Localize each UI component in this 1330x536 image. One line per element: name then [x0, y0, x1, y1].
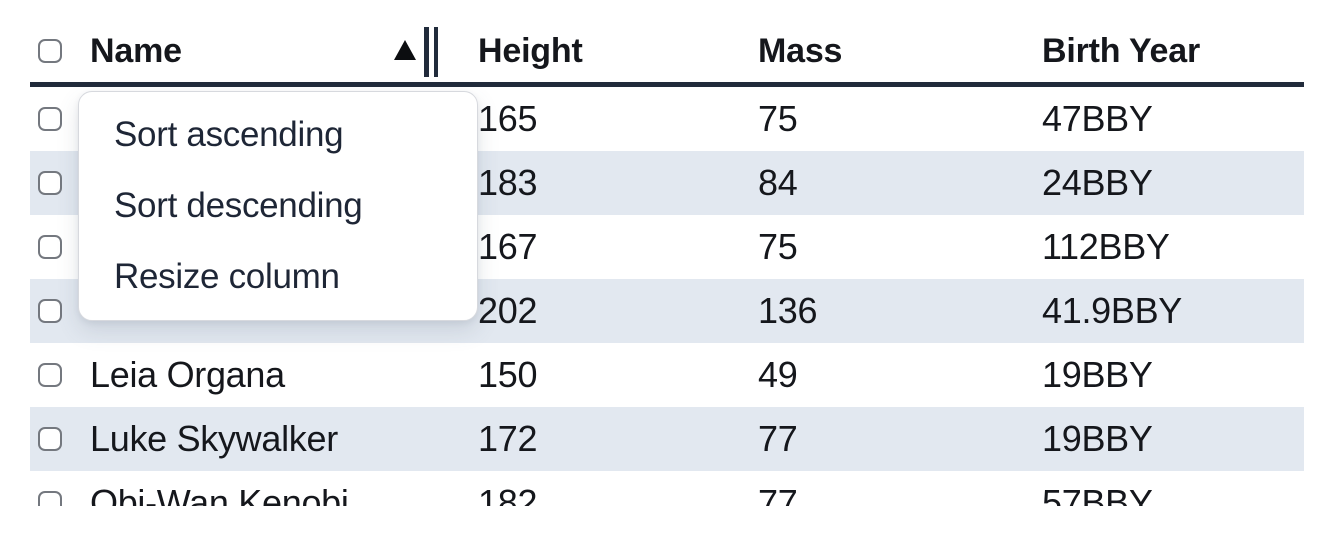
- cell-height-text: 167: [478, 226, 538, 267]
- cell-birth-year: 57BBY: [1024, 471, 1304, 506]
- cell-name-text: Leia Organa: [90, 354, 285, 395]
- cell-birth-year-text: 47BBY: [1042, 98, 1153, 139]
- row-select-cell: [30, 407, 78, 471]
- cell-mass: 49: [740, 343, 1024, 407]
- column-header-mass-label: Mass: [758, 31, 843, 70]
- row-select-cell: [30, 151, 78, 215]
- cell-height-text: 182: [478, 482, 538, 506]
- row-checkbox[interactable]: [38, 427, 62, 451]
- cell-height: 165: [460, 87, 740, 151]
- column-header-name-label: Name: [90, 31, 182, 70]
- column-context-menu: Sort ascending Sort descending Resize co…: [78, 91, 478, 321]
- cell-height-text: 172: [478, 418, 538, 459]
- row-select-cell: [30, 471, 78, 506]
- row-checkbox[interactable]: [38, 491, 62, 506]
- cell-birth-year: 41.9BBY: [1024, 279, 1304, 343]
- row-select-cell: [30, 87, 78, 151]
- row-checkbox[interactable]: [38, 299, 62, 323]
- column-header-height[interactable]: Height: [460, 20, 740, 82]
- resize-handle-bar: [433, 27, 438, 77]
- cell-mass: 136: [740, 279, 1024, 343]
- cell-birth-year: 19BBY: [1024, 343, 1304, 407]
- cell-name-text: Luke Skywalker: [90, 418, 338, 459]
- cell-birth-year-text: 41.9BBY: [1042, 290, 1183, 331]
- cell-birth-year-text: 24BBY: [1042, 162, 1153, 203]
- table-row: 165 75 47BBY: [30, 87, 1304, 151]
- cell-height-text: 150: [478, 354, 538, 395]
- table-header-row: Name Height Mass Birth Year: [30, 0, 1304, 87]
- cell-height: 202: [460, 279, 740, 343]
- cell-mass: 75: [740, 87, 1024, 151]
- column-header-birth-year[interactable]: Birth Year: [1024, 20, 1304, 82]
- row-checkbox[interactable]: [38, 171, 62, 195]
- cell-mass-text: 77: [758, 482, 798, 506]
- column-resize-handle[interactable]: [424, 27, 438, 77]
- cell-birth-year: 112BBY: [1024, 215, 1304, 279]
- cell-height-text: 183: [478, 162, 538, 203]
- row-select-cell: [30, 343, 78, 407]
- cell-mass-text: 49: [758, 354, 798, 395]
- column-header-birth-year-label: Birth Year: [1042, 31, 1201, 70]
- row-select-cell: [30, 279, 78, 343]
- cell-mass: 77: [740, 407, 1024, 471]
- cell-mass-text: 75: [758, 226, 798, 267]
- row-checkbox[interactable]: [38, 107, 62, 131]
- cell-mass: 75: [740, 215, 1024, 279]
- cell-height: 182: [460, 471, 740, 506]
- column-header-height-label: Height: [478, 31, 583, 70]
- cell-height: 150: [460, 343, 740, 407]
- cell-mass: 84: [740, 151, 1024, 215]
- cell-height-text: 202: [478, 290, 538, 331]
- cell-birth-year-text: 19BBY: [1042, 418, 1153, 459]
- cell-birth-year-text: 112BBY: [1042, 226, 1170, 267]
- cell-birth-year: 19BBY: [1024, 407, 1304, 471]
- cell-mass-text: 136: [758, 290, 818, 331]
- cell-birth-year: 24BBY: [1024, 151, 1304, 215]
- table-row: Leia Organa 150 49 19BBY: [30, 343, 1304, 407]
- row-checkbox[interactable]: [38, 363, 62, 387]
- resize-handle-bar: [424, 27, 429, 77]
- cell-height-text: 165: [478, 98, 538, 139]
- sort-ascending-icon: [394, 40, 416, 60]
- cell-mass-text: 75: [758, 98, 798, 139]
- cell-birth-year: 47BBY: [1024, 87, 1304, 151]
- cell-mass: 77: [740, 471, 1024, 506]
- menu-item-resize-column[interactable]: Resize column: [114, 256, 340, 296]
- cell-name: Obi-Wan Kenobi: [78, 471, 460, 506]
- table-row: 167 75 112BBY: [30, 215, 1304, 279]
- table-body: 165 75 47BBY 183 84 24BBY: [30, 87, 1304, 506]
- cell-name-text: Obi-Wan Kenobi: [90, 482, 349, 506]
- table-row: Luke Skywalker 172 77 19BBY: [30, 407, 1304, 471]
- column-header-mass[interactable]: Mass: [740, 20, 1024, 82]
- select-all-checkbox[interactable]: [38, 39, 62, 63]
- cell-mass-text: 84: [758, 162, 798, 203]
- row-select-cell: [30, 215, 78, 279]
- menu-item-sort-descending[interactable]: Sort descending: [114, 186, 363, 225]
- menu-item-sort-ascending[interactable]: Sort ascending: [114, 115, 344, 155]
- cell-name: Leia Organa: [78, 343, 460, 407]
- cell-birth-year-text: 57BBY: [1042, 482, 1153, 506]
- cell-name: Luke Skywalker: [78, 407, 460, 471]
- cell-height: 167: [460, 215, 740, 279]
- row-checkbox[interactable]: [38, 235, 62, 259]
- cell-height: 172: [460, 407, 740, 471]
- select-all-cell: [30, 20, 78, 82]
- cell-height: 183: [460, 151, 740, 215]
- column-header-name[interactable]: Name: [78, 20, 460, 82]
- table-row: Obi-Wan Kenobi 182 77 57BBY: [30, 471, 1304, 506]
- cell-mass-text: 77: [758, 418, 798, 459]
- cell-birth-year-text: 19BBY: [1042, 354, 1153, 395]
